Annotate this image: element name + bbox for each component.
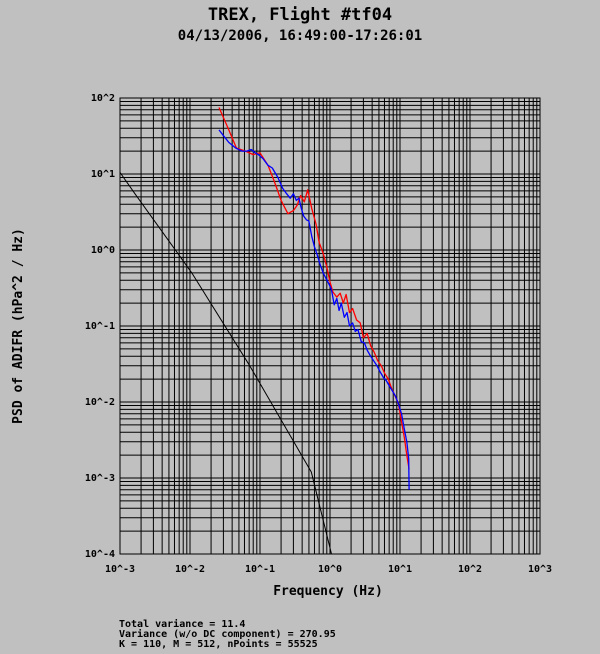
total-variance: Total variance = 11.4 — [119, 619, 246, 630]
series-line-PSD-smoothed — [218, 107, 410, 470]
chart-subtitle: 04/13/2006, 16:49:00-17:26:01 — [178, 28, 422, 44]
y-tick-label: 10^-1 — [85, 321, 115, 332]
tick-labels: 10^-3 10^-2 10^-1 10^0 10^1 10^2 10^3 10^-4 10^-… — [85, 93, 552, 575]
variance-no-dc: Variance (w/o DC component) = 270.95 — [119, 629, 336, 640]
x-tick-label: 10^-3 — [105, 564, 135, 575]
x-tick-label: 10^1 — [388, 564, 412, 575]
y-axis-label: PSD of ADIFR (hPa^2 / Hz) — [11, 228, 26, 424]
x-tick-label: 10^2 — [458, 564, 482, 575]
y-tick-label: 10^-2 — [85, 397, 115, 408]
series-lines — [119, 107, 410, 555]
x-tick-label: 10^3 — [528, 564, 552, 575]
params: K = 110, M = 512, nPoints = 55525 — [119, 639, 318, 650]
x-axis-label: Frequency (Hz) — [273, 584, 383, 599]
chart-title: TREX, Flight #tf04 — [208, 5, 392, 25]
y-tick-label: 10^2 — [91, 93, 115, 104]
series-line-PSD-raw — [218, 129, 410, 490]
y-tick-label: 10^-3 — [85, 473, 115, 484]
x-tick-label: 10^-1 — [245, 564, 275, 575]
y-tick-label: 10^1 — [91, 169, 115, 180]
x-tick-label: 10^0 — [318, 564, 342, 575]
series-line-reference-slope — [119, 172, 332, 555]
y-tick-label: 10^0 — [91, 245, 115, 256]
stats-block: Total variance = 11.4 Variance (w/o DC c… — [119, 620, 336, 650]
y-tick-label: 10^-4 — [85, 549, 115, 560]
grid-lines — [119, 98, 540, 555]
x-tick-label: 10^-2 — [175, 564, 205, 575]
